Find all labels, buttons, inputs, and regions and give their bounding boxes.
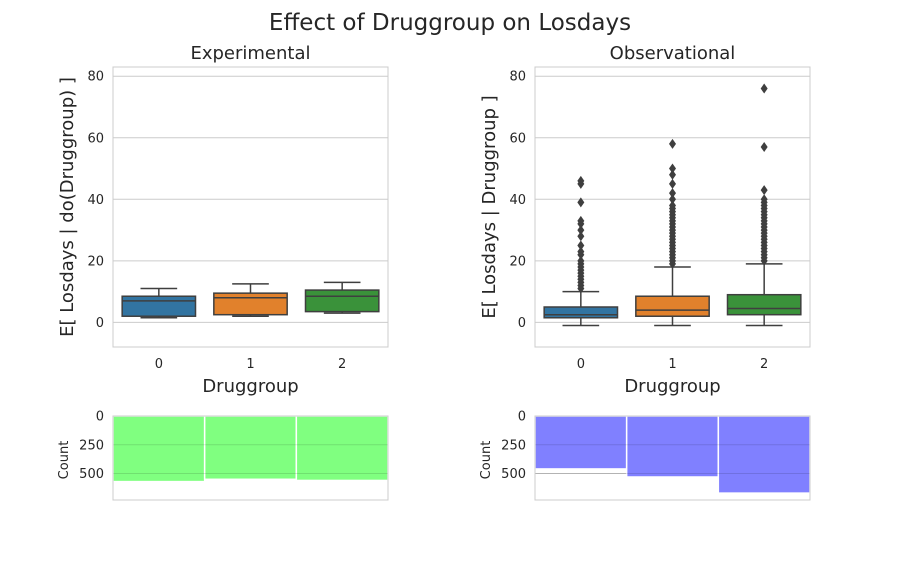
y-tick-label: 0 bbox=[518, 316, 526, 331]
bar-2 bbox=[717, 415, 811, 494]
y-tick-label: 250 bbox=[79, 438, 104, 453]
panel-title: Experimental bbox=[190, 43, 310, 64]
outlier-point bbox=[577, 246, 585, 257]
bar-1 bbox=[625, 415, 720, 478]
x-tick-label: 2 bbox=[338, 357, 346, 372]
box-1 bbox=[635, 138, 710, 327]
box-iqr bbox=[304, 289, 380, 313]
y-tick-label: 80 bbox=[509, 70, 526, 85]
outlier-point bbox=[760, 185, 768, 196]
box-iqr bbox=[213, 292, 288, 316]
box-iqr bbox=[726, 293, 802, 316]
y-axis-label: Count bbox=[57, 441, 72, 480]
bar-0 bbox=[534, 415, 628, 470]
panel-3: 0 250 500 Count bbox=[479, 410, 811, 501]
y-tick-label: 80 bbox=[87, 70, 104, 85]
y-tick-label: 250 bbox=[501, 438, 526, 453]
y-axis-label: E[ Losdays | Druggroup ] bbox=[479, 95, 500, 318]
bar-1 bbox=[203, 415, 298, 481]
box-2 bbox=[726, 83, 802, 327]
y-tick-label: 0 bbox=[96, 316, 104, 331]
x-tick-label: 1 bbox=[246, 357, 254, 372]
outlier-point bbox=[760, 83, 768, 94]
outlier-point bbox=[577, 231, 585, 242]
figure-title: Effect of Druggroup on Losdays bbox=[269, 10, 631, 36]
plot-frame bbox=[534, 66, 811, 348]
x-tick-label: 2 bbox=[760, 357, 768, 372]
y-axis-label: Count bbox=[479, 441, 494, 480]
outlier-point bbox=[669, 178, 676, 189]
box-2 bbox=[304, 281, 380, 314]
x-tick-label: 1 bbox=[668, 357, 676, 372]
bar-2 bbox=[295, 415, 389, 482]
box-1 bbox=[213, 283, 288, 317]
outlier-point bbox=[669, 200, 676, 211]
y-tick-label: 0 bbox=[96, 410, 104, 425]
plot-frame bbox=[112, 415, 389, 501]
y-tick-label: 40 bbox=[87, 193, 104, 208]
x-axis-label: Druggroup bbox=[202, 376, 298, 397]
bar-0 bbox=[112, 415, 206, 483]
plot-frame bbox=[112, 66, 389, 348]
plot-frame bbox=[534, 415, 811, 501]
y-axis-label: E[ Losdays | do(Druggroup) ] bbox=[57, 77, 78, 337]
outlier-point bbox=[577, 215, 585, 226]
x-tick-label: 0 bbox=[577, 357, 585, 372]
y-tick-label: 60 bbox=[87, 131, 104, 146]
y-tick-label: 60 bbox=[509, 131, 526, 146]
outlier-point bbox=[669, 163, 676, 174]
x-axis-label: Druggroup bbox=[624, 376, 720, 397]
outlier-point bbox=[577, 175, 585, 186]
outlier-point bbox=[577, 255, 585, 266]
outlier-point bbox=[669, 194, 676, 205]
outlier-point bbox=[577, 240, 585, 251]
outlier-point bbox=[669, 138, 676, 149]
outlier-point bbox=[577, 197, 585, 208]
y-tick-label: 500 bbox=[501, 467, 526, 482]
y-tick-label: 20 bbox=[87, 254, 104, 269]
x-tick-label: 0 bbox=[155, 357, 163, 372]
outlier-point bbox=[669, 169, 676, 180]
box-0 bbox=[543, 175, 619, 327]
box-iqr bbox=[635, 295, 710, 317]
y-tick-label: 500 bbox=[79, 467, 104, 482]
box-iqr bbox=[121, 295, 197, 317]
panel-title: Observational bbox=[610, 43, 736, 64]
box-0 bbox=[121, 287, 197, 319]
outlier-point bbox=[577, 225, 585, 236]
outlier-point bbox=[760, 194, 768, 205]
panel-2: 0 250 500 Count bbox=[57, 410, 389, 501]
box-iqr bbox=[543, 306, 619, 319]
outlier-point bbox=[669, 188, 676, 199]
y-tick-label: 40 bbox=[509, 193, 526, 208]
y-tick-label: 20 bbox=[509, 254, 526, 269]
outlier-point bbox=[760, 142, 768, 152]
y-tick-label: 0 bbox=[518, 410, 526, 425]
